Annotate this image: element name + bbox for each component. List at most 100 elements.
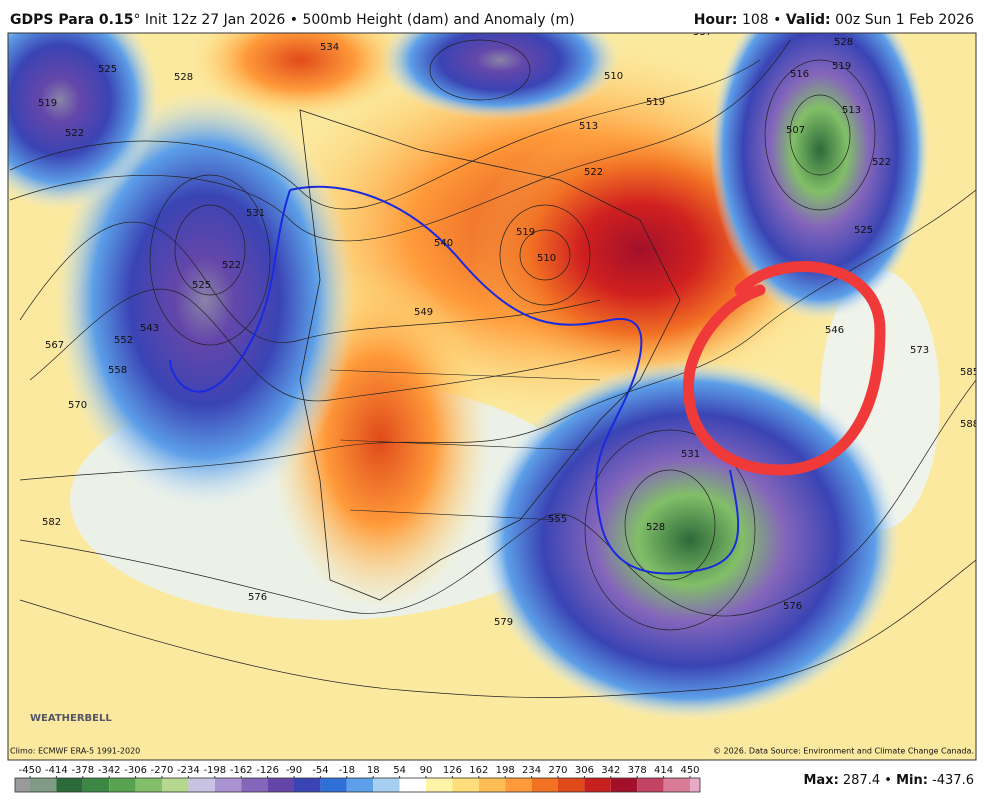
- colorbar-tick-label: 54: [393, 765, 406, 776]
- colorbar-tick-label: 90: [420, 765, 433, 776]
- colorbar-segment: [241, 778, 268, 792]
- map-frame: [7, 32, 977, 761]
- colorbar-segment: [294, 778, 321, 792]
- anomaly-area: [8, 33, 160, 210]
- contour: [29, 288, 621, 402]
- contour: [9, 39, 791, 242]
- colorbar-segment: [531, 778, 558, 792]
- degree: °: [133, 12, 140, 28]
- colorbar-tick-label: -54: [312, 765, 328, 776]
- max-label: Max:: [803, 773, 838, 788]
- colorbar-segment: [15, 778, 30, 792]
- min-label: Min:: [896, 773, 928, 788]
- contour-label: 519: [646, 97, 665, 108]
- contour-label: 522: [584, 167, 603, 178]
- colorbar-frame: [14, 777, 701, 793]
- colorbar-tick-label: 378: [628, 765, 647, 776]
- contour: [19, 221, 601, 343]
- contour-label: 525: [98, 64, 117, 75]
- contour-label: 540: [434, 238, 453, 249]
- contour-label: 588: [960, 419, 979, 430]
- min-value: -437.6: [932, 773, 974, 788]
- contour-label: 510: [604, 71, 623, 82]
- colorbar-segment: [188, 778, 215, 792]
- contour: [764, 59, 876, 211]
- contour-label: 537: [693, 27, 712, 38]
- colorbar-segment: [135, 778, 162, 792]
- contour-label: 513: [842, 105, 861, 116]
- contour: [19, 559, 976, 698]
- max-min: Max: 287.4 • Min: -437.6: [803, 773, 974, 788]
- contour-label: 531: [246, 208, 265, 219]
- colorbar-segment: [558, 778, 585, 792]
- colorbar-tick-label: -378: [71, 765, 94, 776]
- colorbar-tick-label: 414: [654, 765, 673, 776]
- header: GDPS Para 0.15° Init 12z 27 Jan 2026 • 5…: [10, 12, 974, 28]
- state-borders: [329, 369, 601, 521]
- contour-label: 570: [68, 400, 87, 411]
- contour: [789, 94, 851, 176]
- colorbar-segment: [373, 778, 400, 792]
- contour-label: 546: [825, 325, 844, 336]
- colorbar-tick-label: -414: [45, 765, 68, 776]
- copyright: © 2026. Data Source: Environment and Cli…: [713, 747, 974, 756]
- contours: [9, 39, 976, 698]
- colorbar-segment: [267, 778, 294, 792]
- colorbar-tick-label: -162: [230, 765, 253, 776]
- contour-label: 516: [790, 69, 809, 80]
- colorbar-segment: [346, 778, 374, 792]
- contour-label: 522: [872, 157, 891, 168]
- separator: •: [290, 12, 298, 28]
- colorbar-segment: [30, 778, 57, 792]
- colorbar-tick-label: 342: [601, 765, 620, 776]
- anomaly-area: [380, 33, 620, 120]
- colorbar-segment: [162, 778, 189, 792]
- colorbar-segment: [452, 778, 479, 792]
- colorbar-tick-label: -450: [19, 765, 42, 776]
- contour: [499, 204, 591, 306]
- colorbar-tick-label: -198: [203, 765, 226, 776]
- contour: [19, 379, 976, 617]
- contour-label: 531: [681, 449, 700, 460]
- colorbar-tick-label: -306: [124, 765, 147, 776]
- valid-label: Valid:: [786, 12, 831, 28]
- colorbar-segment: [82, 778, 110, 792]
- colorbar-segment: [426, 778, 453, 792]
- contour: [519, 229, 571, 281]
- colorbar: -450 -414 -378 -342 -306 -270 -234 -198 -162 -126…: [14, 765, 701, 793]
- contour-label: 582: [42, 517, 61, 528]
- separator: •: [773, 12, 781, 28]
- contour: [584, 429, 756, 631]
- contour-label: 558: [108, 365, 127, 376]
- country-outline: [299, 109, 681, 601]
- contour-label: 519: [832, 61, 851, 72]
- contour: [429, 39, 531, 101]
- contour-label: 510: [537, 253, 556, 264]
- contour-label: 543: [140, 323, 159, 334]
- height-540-line: [289, 185, 740, 575]
- header-valid: Hour: 108 • Valid: 00z Sun 1 Feb 2026: [694, 12, 974, 28]
- contour-label: 519: [38, 98, 57, 109]
- colorbar-segment: [320, 778, 347, 792]
- colorbar-tick-label: 450: [680, 765, 699, 776]
- max-value: 287.4: [843, 773, 880, 788]
- contour-label: 513: [579, 121, 598, 132]
- colorbar-tick-label: -270: [151, 765, 174, 776]
- colorbar-tick-label: 270: [548, 765, 567, 776]
- contour-label: 585: [960, 367, 979, 378]
- hour: 108: [742, 12, 769, 28]
- colorbar-tick-label: 234: [522, 765, 541, 776]
- anomaly-area: [480, 360, 900, 720]
- anomaly-area: [710, 33, 930, 320]
- contour: [19, 189, 976, 481]
- colorbar-segment: [478, 778, 506, 792]
- colorbar-tick-label: 162: [469, 765, 488, 776]
- field: 500mb Height (dam) and Anomaly (m): [302, 12, 574, 28]
- colorbar-tick-label: 18: [367, 765, 380, 776]
- contour-label: 576: [783, 601, 802, 612]
- contour: [174, 204, 246, 296]
- colorbar-tick-label: -90: [286, 765, 302, 776]
- logo: WEATHERBELL: [30, 713, 112, 724]
- colorbar-segment: [505, 778, 532, 792]
- hour-label: Hour:: [694, 12, 738, 28]
